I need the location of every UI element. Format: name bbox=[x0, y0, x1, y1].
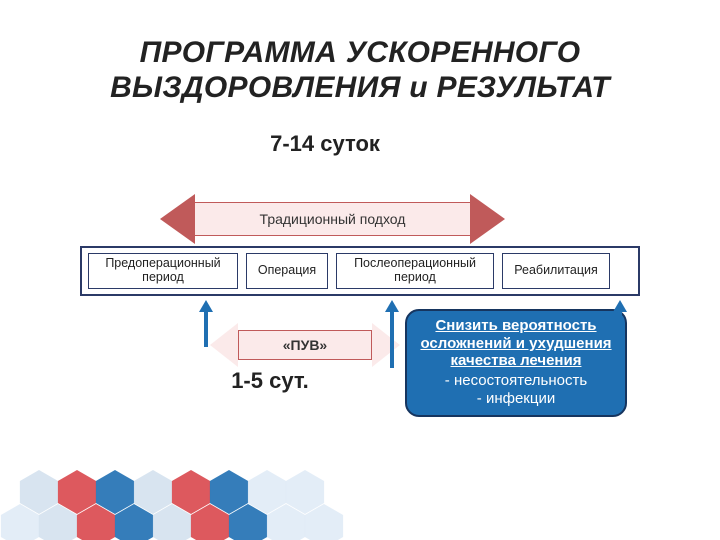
phase-label: Реабилитация bbox=[514, 264, 598, 278]
arrow-traditional: Традиционный подход bbox=[160, 195, 505, 243]
duration-top-label: 7-14 суток bbox=[260, 132, 390, 156]
slide-title: ПРОГРАММА УСКОРЕННОГО ВЫЗДОРОВЛЕНИЯ и РЕ… bbox=[40, 36, 680, 105]
phase-box: Реабилитация bbox=[502, 253, 610, 289]
callout-line2: - несостоятельность- инфекции bbox=[415, 372, 617, 407]
arrow-traditional-label: Традиционный подход bbox=[260, 211, 406, 227]
hexagon-background bbox=[0, 460, 720, 540]
vertical-arrow-icon bbox=[612, 300, 628, 382]
callout-box: Снизить вероятность осложнений и ухудшен… bbox=[405, 309, 627, 417]
arrow-puv: «ПУВ» bbox=[210, 323, 400, 367]
arrow-head-left-icon bbox=[210, 323, 238, 367]
slide: ПРОГРАММА УСКОРЕННОГО ВЫЗДОРОВЛЕНИЯ и РЕ… bbox=[0, 0, 720, 540]
phase-label: Операция bbox=[258, 264, 316, 278]
vertical-arrow-icon bbox=[384, 300, 400, 368]
arrow-puv-body: «ПУВ» bbox=[238, 330, 372, 360]
phase-box: Послеоперационный период bbox=[336, 253, 494, 289]
vertical-arrow-icon bbox=[198, 300, 214, 347]
phase-box: Операция bbox=[246, 253, 328, 289]
arrow-puv-label: «ПУВ» bbox=[283, 337, 327, 353]
callout-line1: Снизить вероятность осложнений и ухудшен… bbox=[415, 317, 617, 370]
phase-row: Предоперационный период Операция Послеопер… bbox=[80, 246, 640, 296]
phase-label: Послеоперационный период bbox=[341, 257, 489, 285]
phase-label: Предоперационный период bbox=[93, 257, 233, 285]
phase-box: Предоперационный период bbox=[88, 253, 238, 289]
arrow-traditional-body: Традиционный подход bbox=[194, 202, 471, 236]
duration-bottom-label: 1-5 сут. bbox=[210, 368, 330, 394]
